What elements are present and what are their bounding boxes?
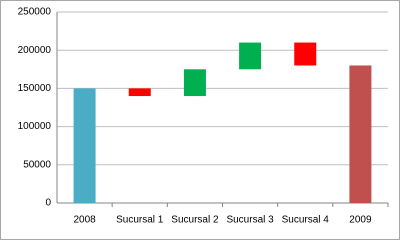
x-tick-label: 2008	[73, 215, 96, 226]
y-tick-label: 250000	[18, 7, 52, 18]
x-tick-label: Sucursal 3	[226, 215, 274, 226]
x-tick-label: Sucursal 2	[171, 215, 219, 226]
bar	[294, 42, 317, 66]
x-tick-label: Sucursal 1	[116, 215, 164, 226]
bar	[73, 88, 96, 203]
bar	[183, 69, 206, 97]
y-tick-label: 150000	[18, 83, 52, 94]
bar	[239, 42, 262, 70]
y-tick-label: 200000	[18, 45, 52, 56]
y-tick-label: 100000	[18, 121, 52, 132]
y-tick-label: 0	[45, 198, 51, 209]
x-tick-label: Sucursal 4	[282, 215, 330, 226]
x-tick-label: 2009	[349, 215, 372, 226]
y-tick-label: 50000	[23, 159, 51, 170]
bar	[349, 65, 372, 203]
bar	[128, 88, 151, 97]
